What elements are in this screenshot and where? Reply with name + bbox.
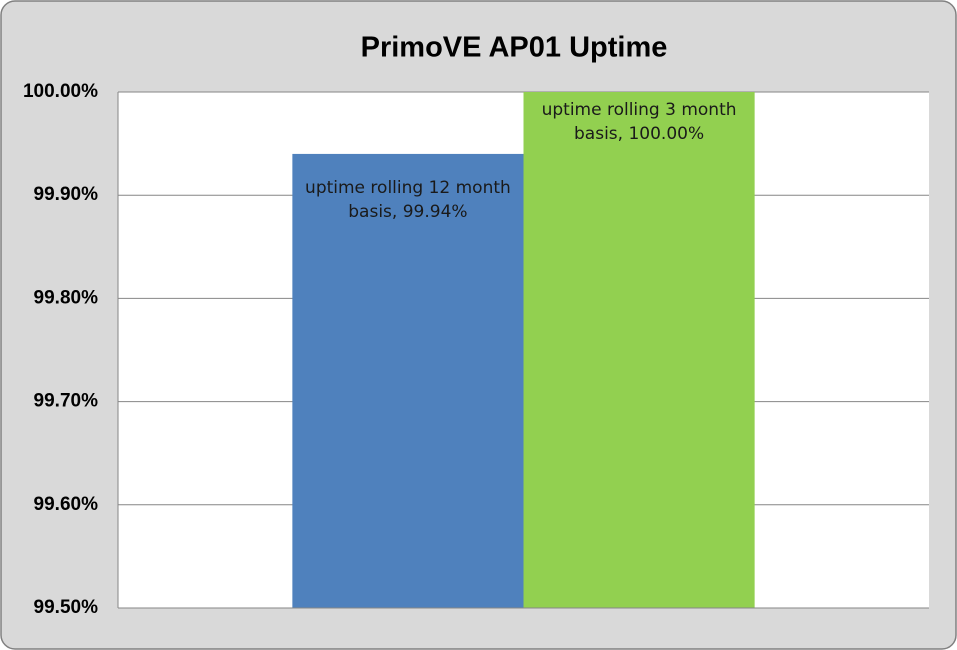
y-tick-label: 99.80% (34, 287, 99, 308)
chart-title: PrimoVE AP01 Uptime (361, 32, 668, 64)
y-tick-label: 99.60% (34, 494, 99, 515)
y-tick-label: 99.90% (34, 184, 99, 205)
data-label: uptime rolling 12 month basis99.94% (302, 176, 513, 224)
bar (292, 153, 524, 609)
value-label: 99.94% (392, 202, 468, 222)
y-tick-label: 99.50% (34, 597, 99, 618)
y-tick-label: 99.70% (34, 391, 99, 412)
y-tick-label: 100.00% (23, 81, 98, 102)
series-name: uptime rolling 3 month basis (541, 100, 737, 144)
series-name: uptime rolling 12 month basis (305, 177, 511, 222)
data-label: uptime rolling 3 month basis100.00% (534, 98, 745, 146)
value-label: 100.00% (618, 124, 704, 144)
bar (523, 92, 755, 608)
